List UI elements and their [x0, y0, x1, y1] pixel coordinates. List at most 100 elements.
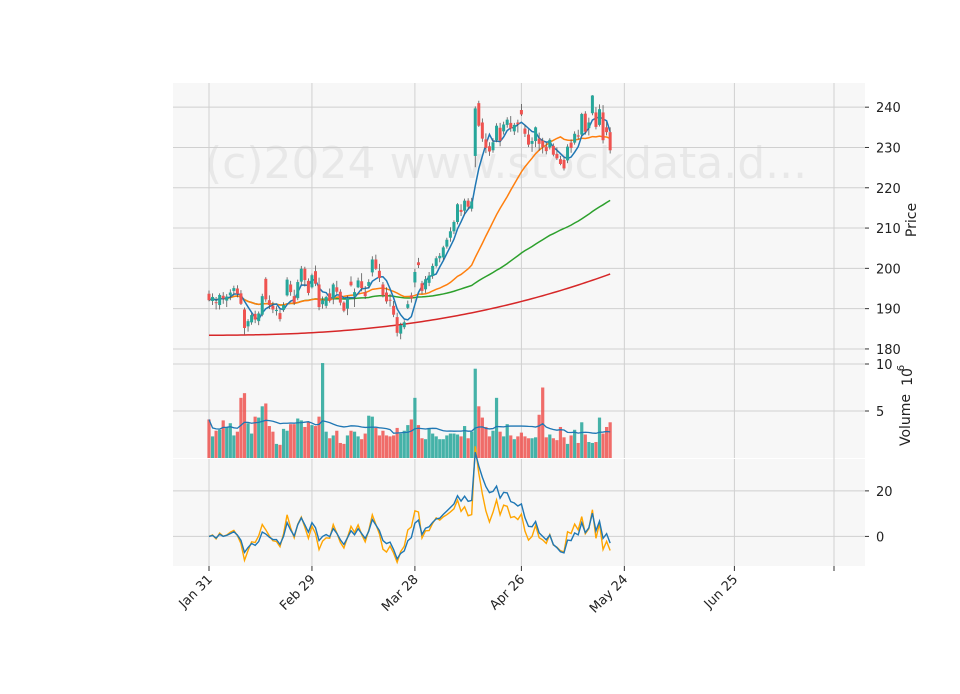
- volume-exponent-base: 10: [900, 368, 916, 386]
- volume-bar: [427, 427, 431, 458]
- volume-bar: [310, 425, 314, 458]
- candle-body: [363, 292, 367, 297]
- volume-bar: [448, 433, 452, 458]
- volume-bar: [221, 420, 225, 458]
- candle-body: [292, 296, 296, 303]
- volume-bar: [278, 444, 282, 458]
- oscillator-tick-label: 0: [876, 530, 884, 545]
- volume-bar: [338, 442, 342, 458]
- candle-body: [278, 313, 282, 320]
- volume-bar: [409, 419, 413, 458]
- volume-bar: [214, 430, 218, 458]
- candle-body: [250, 315, 254, 323]
- candle-body: [303, 268, 307, 281]
- candle-body: [441, 247, 445, 258]
- volume-bar: [590, 442, 594, 458]
- x-tick-label: Apr 26: [487, 572, 528, 613]
- candle-body: [505, 119, 509, 125]
- volume-bar: [406, 425, 410, 458]
- candle-body: [456, 204, 459, 223]
- volume-bar: [271, 431, 275, 458]
- volume-bar: [335, 430, 339, 458]
- price-axis-label: Price: [904, 203, 920, 237]
- volume-bar: [210, 436, 215, 458]
- candle-body: [328, 293, 332, 301]
- candle-body: [516, 122, 520, 125]
- volume-ma-line: [208, 419, 611, 434]
- volume-bar: [281, 428, 286, 458]
- volume-bar: [601, 433, 605, 458]
- candle-body: [551, 145, 555, 155]
- candle-body: [502, 124, 506, 132]
- candle-body: [381, 284, 385, 296]
- volume-bar: [491, 430, 495, 458]
- candle-body: [246, 321, 250, 327]
- candle-body: [527, 134, 530, 145]
- volume-bar: [544, 437, 548, 458]
- volume-tick-label: 5: [876, 405, 884, 420]
- volume-bar: [473, 368, 477, 458]
- volume-exponent-power: 6: [896, 365, 907, 371]
- candle-body: [523, 128, 527, 134]
- volume-bar: [395, 427, 399, 458]
- candle-body: [470, 201, 474, 209]
- volume-bar: [225, 426, 229, 458]
- volume-bar: [274, 443, 279, 458]
- volume-bar: [431, 433, 435, 458]
- volume-bar: [583, 434, 587, 458]
- volume-bar: [250, 433, 254, 458]
- volume-bar: [246, 423, 250, 458]
- volume-bar: [324, 431, 328, 458]
- oscillator-line-1: [208, 452, 611, 561]
- volume-bar: [452, 433, 456, 458]
- candle-body: [477, 103, 481, 126]
- candle-body: [480, 122, 484, 139]
- x-tick-label: Jun 25: [701, 572, 741, 612]
- volume-bar: [232, 435, 236, 458]
- ma-long-line: [208, 273, 611, 336]
- candle-body: [260, 296, 264, 315]
- volume-bar: [463, 426, 467, 458]
- candle-body: [239, 293, 243, 304]
- volume-bar: [356, 436, 360, 458]
- candle-body: [583, 113, 587, 132]
- volume-bar: [367, 415, 371, 458]
- volume-bar: [487, 436, 492, 458]
- candle-body: [413, 271, 417, 283]
- volume-bar: [541, 387, 545, 458]
- candle-body: [299, 268, 303, 282]
- price-tick-label: 210: [876, 222, 901, 237]
- candle-body: [530, 141, 534, 144]
- candle-body: [569, 142, 573, 148]
- candle-body: [537, 138, 541, 144]
- volume-bar: [374, 427, 378, 458]
- volume-bar: [207, 419, 211, 458]
- candle-body: [427, 275, 431, 283]
- volume-bar: [257, 417, 261, 458]
- candle-body: [420, 283, 424, 291]
- candle-body: [385, 292, 388, 302]
- volume-bar: [420, 438, 424, 458]
- candle-body: [431, 265, 435, 277]
- volume-bar: [423, 439, 428, 458]
- candle-body: [509, 122, 513, 129]
- candle-body: [541, 140, 545, 148]
- volume-bar: [377, 435, 381, 458]
- volume-bar: [605, 426, 609, 458]
- volume-bar: [569, 435, 573, 458]
- volume-bar: [381, 430, 385, 458]
- volume-bar: [296, 418, 300, 458]
- volume-bar: [587, 442, 591, 458]
- candle-body: [335, 287, 339, 292]
- candle-body: [605, 127, 609, 133]
- candle-body: [232, 288, 236, 291]
- volume-bar: [434, 436, 438, 458]
- volume-bar: [218, 429, 222, 458]
- candle-body: [338, 291, 342, 303]
- volume-bar: [516, 436, 520, 458]
- candle-body: [356, 280, 360, 288]
- volume-bar: [384, 435, 389, 458]
- volume-bar: [352, 431, 357, 458]
- oscillator-line-2: [208, 446, 611, 565]
- volume-bar: [239, 397, 243, 458]
